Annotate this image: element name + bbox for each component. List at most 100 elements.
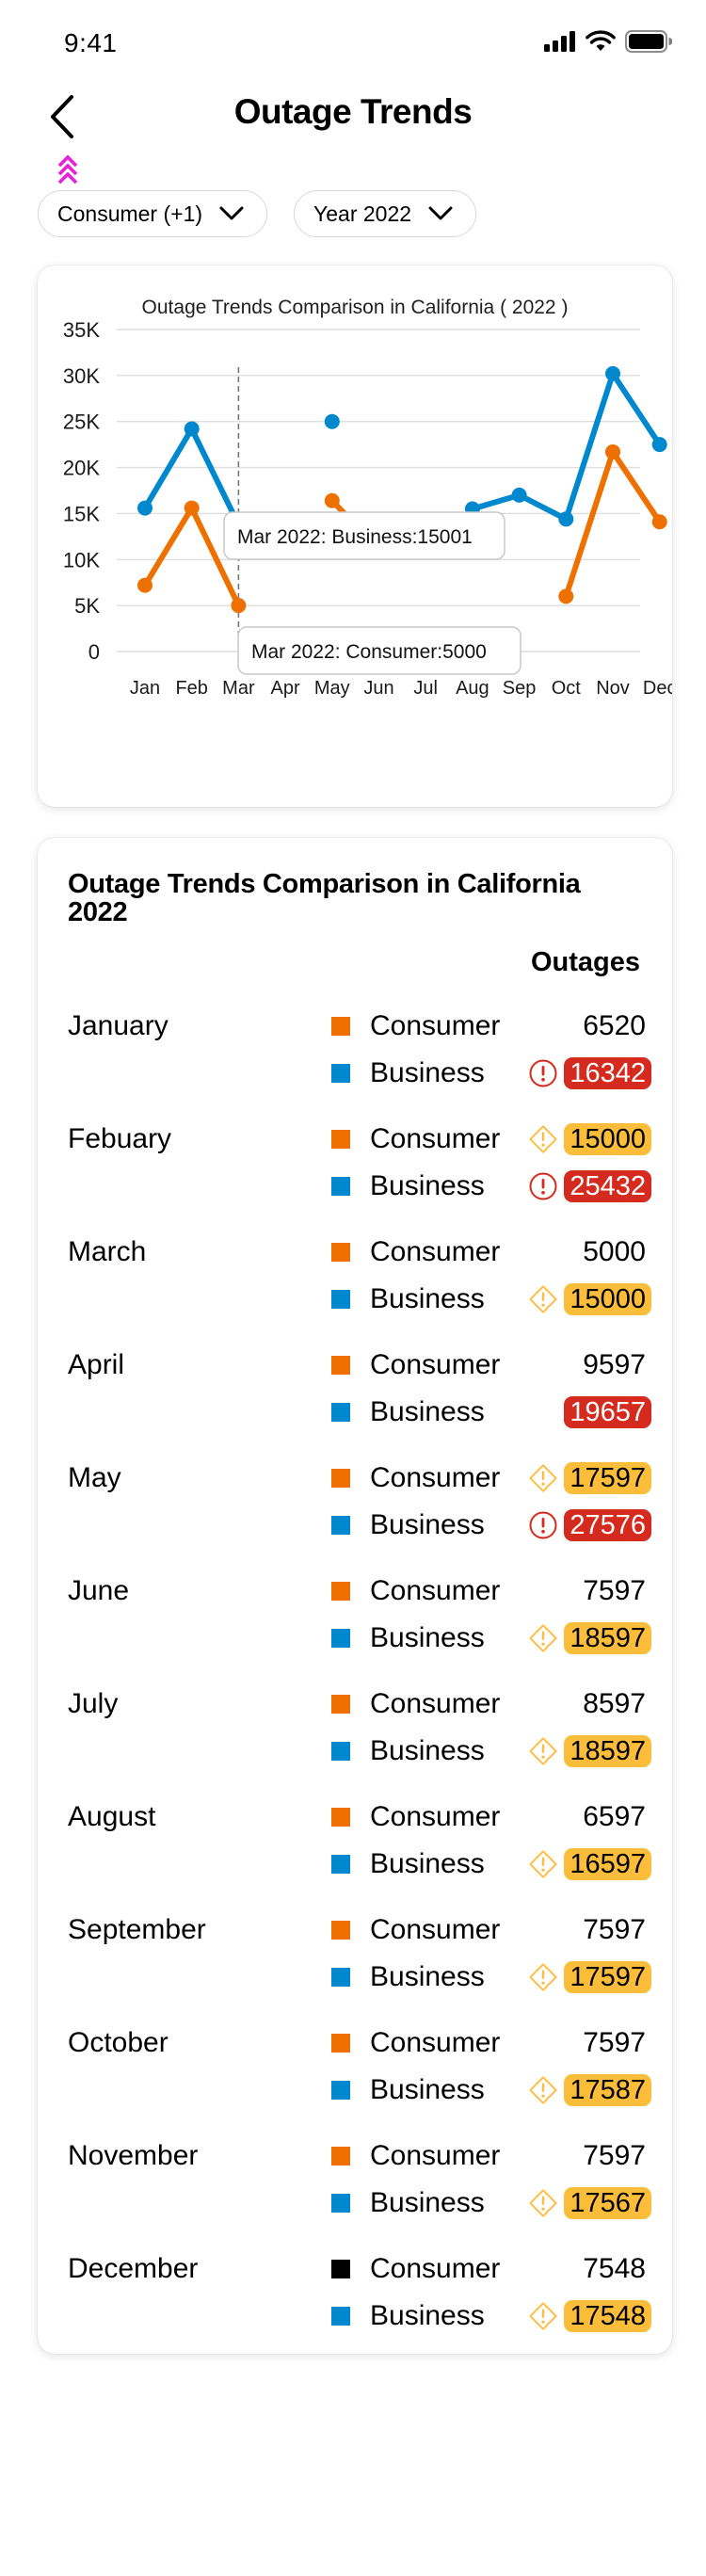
business-label: Business (370, 2074, 485, 2105)
business-swatch (331, 1742, 350, 1761)
business-point[interactable] (605, 365, 620, 381)
consumer-value-group: 15000 (528, 1120, 651, 1158)
business-value-warning-badge: 16597 (564, 1848, 651, 1880)
month-name: April (68, 1349, 125, 1380)
y-tick-label: 20K (63, 457, 100, 480)
business-point[interactable] (651, 437, 667, 453)
business-label: Business (370, 1057, 485, 1088)
business-point[interactable] (558, 511, 574, 527)
business-swatch (331, 1290, 350, 1309)
business-value-warning-badge: 18597 (564, 1735, 651, 1767)
consumer-value: 7548 (583, 2253, 646, 2284)
consumer-point[interactable] (137, 577, 152, 593)
business-value-group: 18597 (528, 1732, 651, 1770)
year-filter-label: Year 2022 (313, 201, 412, 226)
business-line (469, 370, 663, 523)
consumer-label: Consumer (370, 1010, 501, 1041)
consumer-row: Consumer 15000 (331, 1120, 651, 1158)
status-icons (544, 30, 672, 53)
consumer-label: Consumer (370, 2140, 501, 2171)
business-point[interactable] (324, 413, 340, 429)
business-label: Business (370, 1509, 485, 1540)
consumer-row: Consumer 5000 (331, 1233, 651, 1271)
year-filter-dropdown[interactable]: Year 2022 (294, 190, 477, 237)
business-value-group: 19657 (564, 1393, 651, 1431)
alert-circle-icon (528, 1510, 558, 1540)
back-button[interactable] (41, 92, 83, 141)
consumer-point[interactable] (605, 443, 620, 459)
consumer-row: Consumer 7597 (331, 2024, 651, 2062)
x-tick-label: Sep (503, 678, 537, 699)
business-value-group: 17567 (528, 2184, 651, 2222)
business-point[interactable] (184, 421, 200, 437)
warning-diamond-icon (528, 1124, 558, 1154)
outage-line-chart[interactable]: Outage Trends Comparison in California (… (38, 266, 672, 807)
business-label: Business (370, 1396, 485, 1427)
month-row: September Consumer 7597 Business 17597 (68, 1911, 651, 2015)
month-row: March Consumer 5000 Business 15000 (68, 1233, 651, 1337)
x-tick-label: May (314, 678, 350, 699)
business-label: Business (370, 1622, 485, 1653)
business-label: Business (370, 1961, 485, 1992)
business-series (137, 365, 667, 533)
y-tick-label: 5K (74, 594, 100, 618)
business-row: Business 16597 (331, 1845, 651, 1883)
double-chevron-up-icon (57, 154, 78, 185)
consumer-value-group: 7597 (577, 1911, 651, 1949)
consumer-row: Consumer 9597 (331, 1346, 651, 1384)
business-row: Business 15000 (331, 1280, 651, 1318)
consumer-row: Consumer 6520 (331, 1007, 651, 1045)
x-tick-label: Mar (222, 678, 255, 699)
consumer-point[interactable] (558, 588, 574, 604)
consumer-value: 6597 (583, 1801, 646, 1832)
status-time: 9:41 (64, 28, 118, 57)
x-tick-label: Feb (175, 678, 207, 699)
consumer-point[interactable] (651, 514, 667, 530)
business-value-warning-badge: 17548 (564, 2300, 651, 2332)
consumer-value: 5000 (583, 1236, 646, 1267)
consumer-value: 9597 (583, 1349, 646, 1380)
segment-filter-dropdown[interactable]: Consumer (+1) (38, 190, 268, 237)
business-point[interactable] (511, 487, 527, 503)
month-name: July (68, 1688, 119, 1719)
business-row: Business 19657 (331, 1393, 651, 1431)
alert-circle-icon (528, 1171, 558, 1201)
consumer-swatch (331, 2034, 350, 2053)
warning-diamond-icon (528, 2301, 558, 2331)
consumer-point[interactable] (231, 598, 247, 614)
consumer-label: Consumer (370, 1349, 501, 1380)
business-value-warning-badge: 18597 (564, 1622, 651, 1654)
month-name: October (68, 2027, 168, 2058)
business-value-alert-badge: 27576 (564, 1509, 651, 1541)
consumer-label: Consumer (370, 1801, 501, 1832)
consumer-label: Consumer (370, 1688, 501, 1719)
x-tick-label: Aug (456, 678, 489, 699)
month-row: December Consumer 7548 Business 17548 (68, 2250, 651, 2354)
outages-column-header: Outages (530, 947, 640, 977)
consumer-value-group: 9597 (577, 1346, 651, 1384)
consumer-label: Consumer (370, 1462, 501, 1493)
consumer-swatch (331, 2260, 350, 2278)
consumer-value: 7597 (583, 2027, 646, 2058)
month-name: June (68, 1575, 130, 1606)
business-swatch (331, 1855, 350, 1874)
segment-filter-label: Consumer (+1) (57, 201, 203, 226)
consumer-row: Consumer 17597 (331, 1459, 651, 1497)
consumer-point[interactable] (324, 492, 340, 508)
warning-diamond-icon (528, 1849, 558, 1879)
consumer-label: Consumer (370, 1236, 501, 1267)
x-tick-label: Jun (363, 678, 393, 699)
chart-grid (117, 329, 640, 652)
business-label: Business (370, 2187, 485, 2218)
business-value-warning-badge: 17597 (564, 1961, 651, 1993)
business-value-warning-badge: 17587 (564, 2074, 651, 2106)
consumer-point[interactable] (184, 500, 200, 516)
consumer-row: Consumer 7597 (331, 2137, 651, 2175)
consumer-value-group: 5000 (577, 1233, 651, 1271)
business-point[interactable] (137, 500, 152, 516)
month-row: May Consumer 17597 Business 27576 (68, 1459, 651, 1563)
chart-tooltips: Mar 2022: Business:15001 Mar 2022: Consu… (223, 511, 521, 675)
business-label: Business (370, 2300, 485, 2331)
consumer-swatch (331, 1356, 350, 1375)
month-row: November Consumer 7597 Business 17567 (68, 2137, 651, 2241)
